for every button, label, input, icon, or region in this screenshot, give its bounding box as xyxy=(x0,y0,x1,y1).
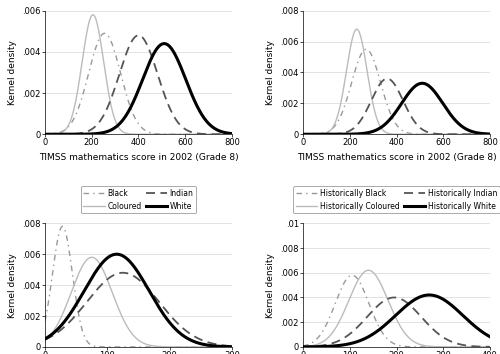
X-axis label: TIMSS mathematics score in 2002 (Grade 8): TIMSS mathematics score in 2002 (Grade 8… xyxy=(296,153,496,162)
Legend: Historically Black, Historically Coloured, Historically Indian, Historically Whi: Historically Black, Historically Coloure… xyxy=(294,186,500,213)
X-axis label: TIMSS mathematics score in 2002 (Grade 8): TIMSS mathematics score in 2002 (Grade 8… xyxy=(38,153,238,162)
Y-axis label: Kernel density: Kernel density xyxy=(266,253,275,318)
Y-axis label: Kernel density: Kernel density xyxy=(8,253,17,318)
Y-axis label: Kernel density: Kernel density xyxy=(8,40,17,105)
Legend: Black, Coloured, Indian, White: Black, Coloured, Indian, White xyxy=(81,186,196,213)
Y-axis label: Kernel density: Kernel density xyxy=(266,40,275,105)
